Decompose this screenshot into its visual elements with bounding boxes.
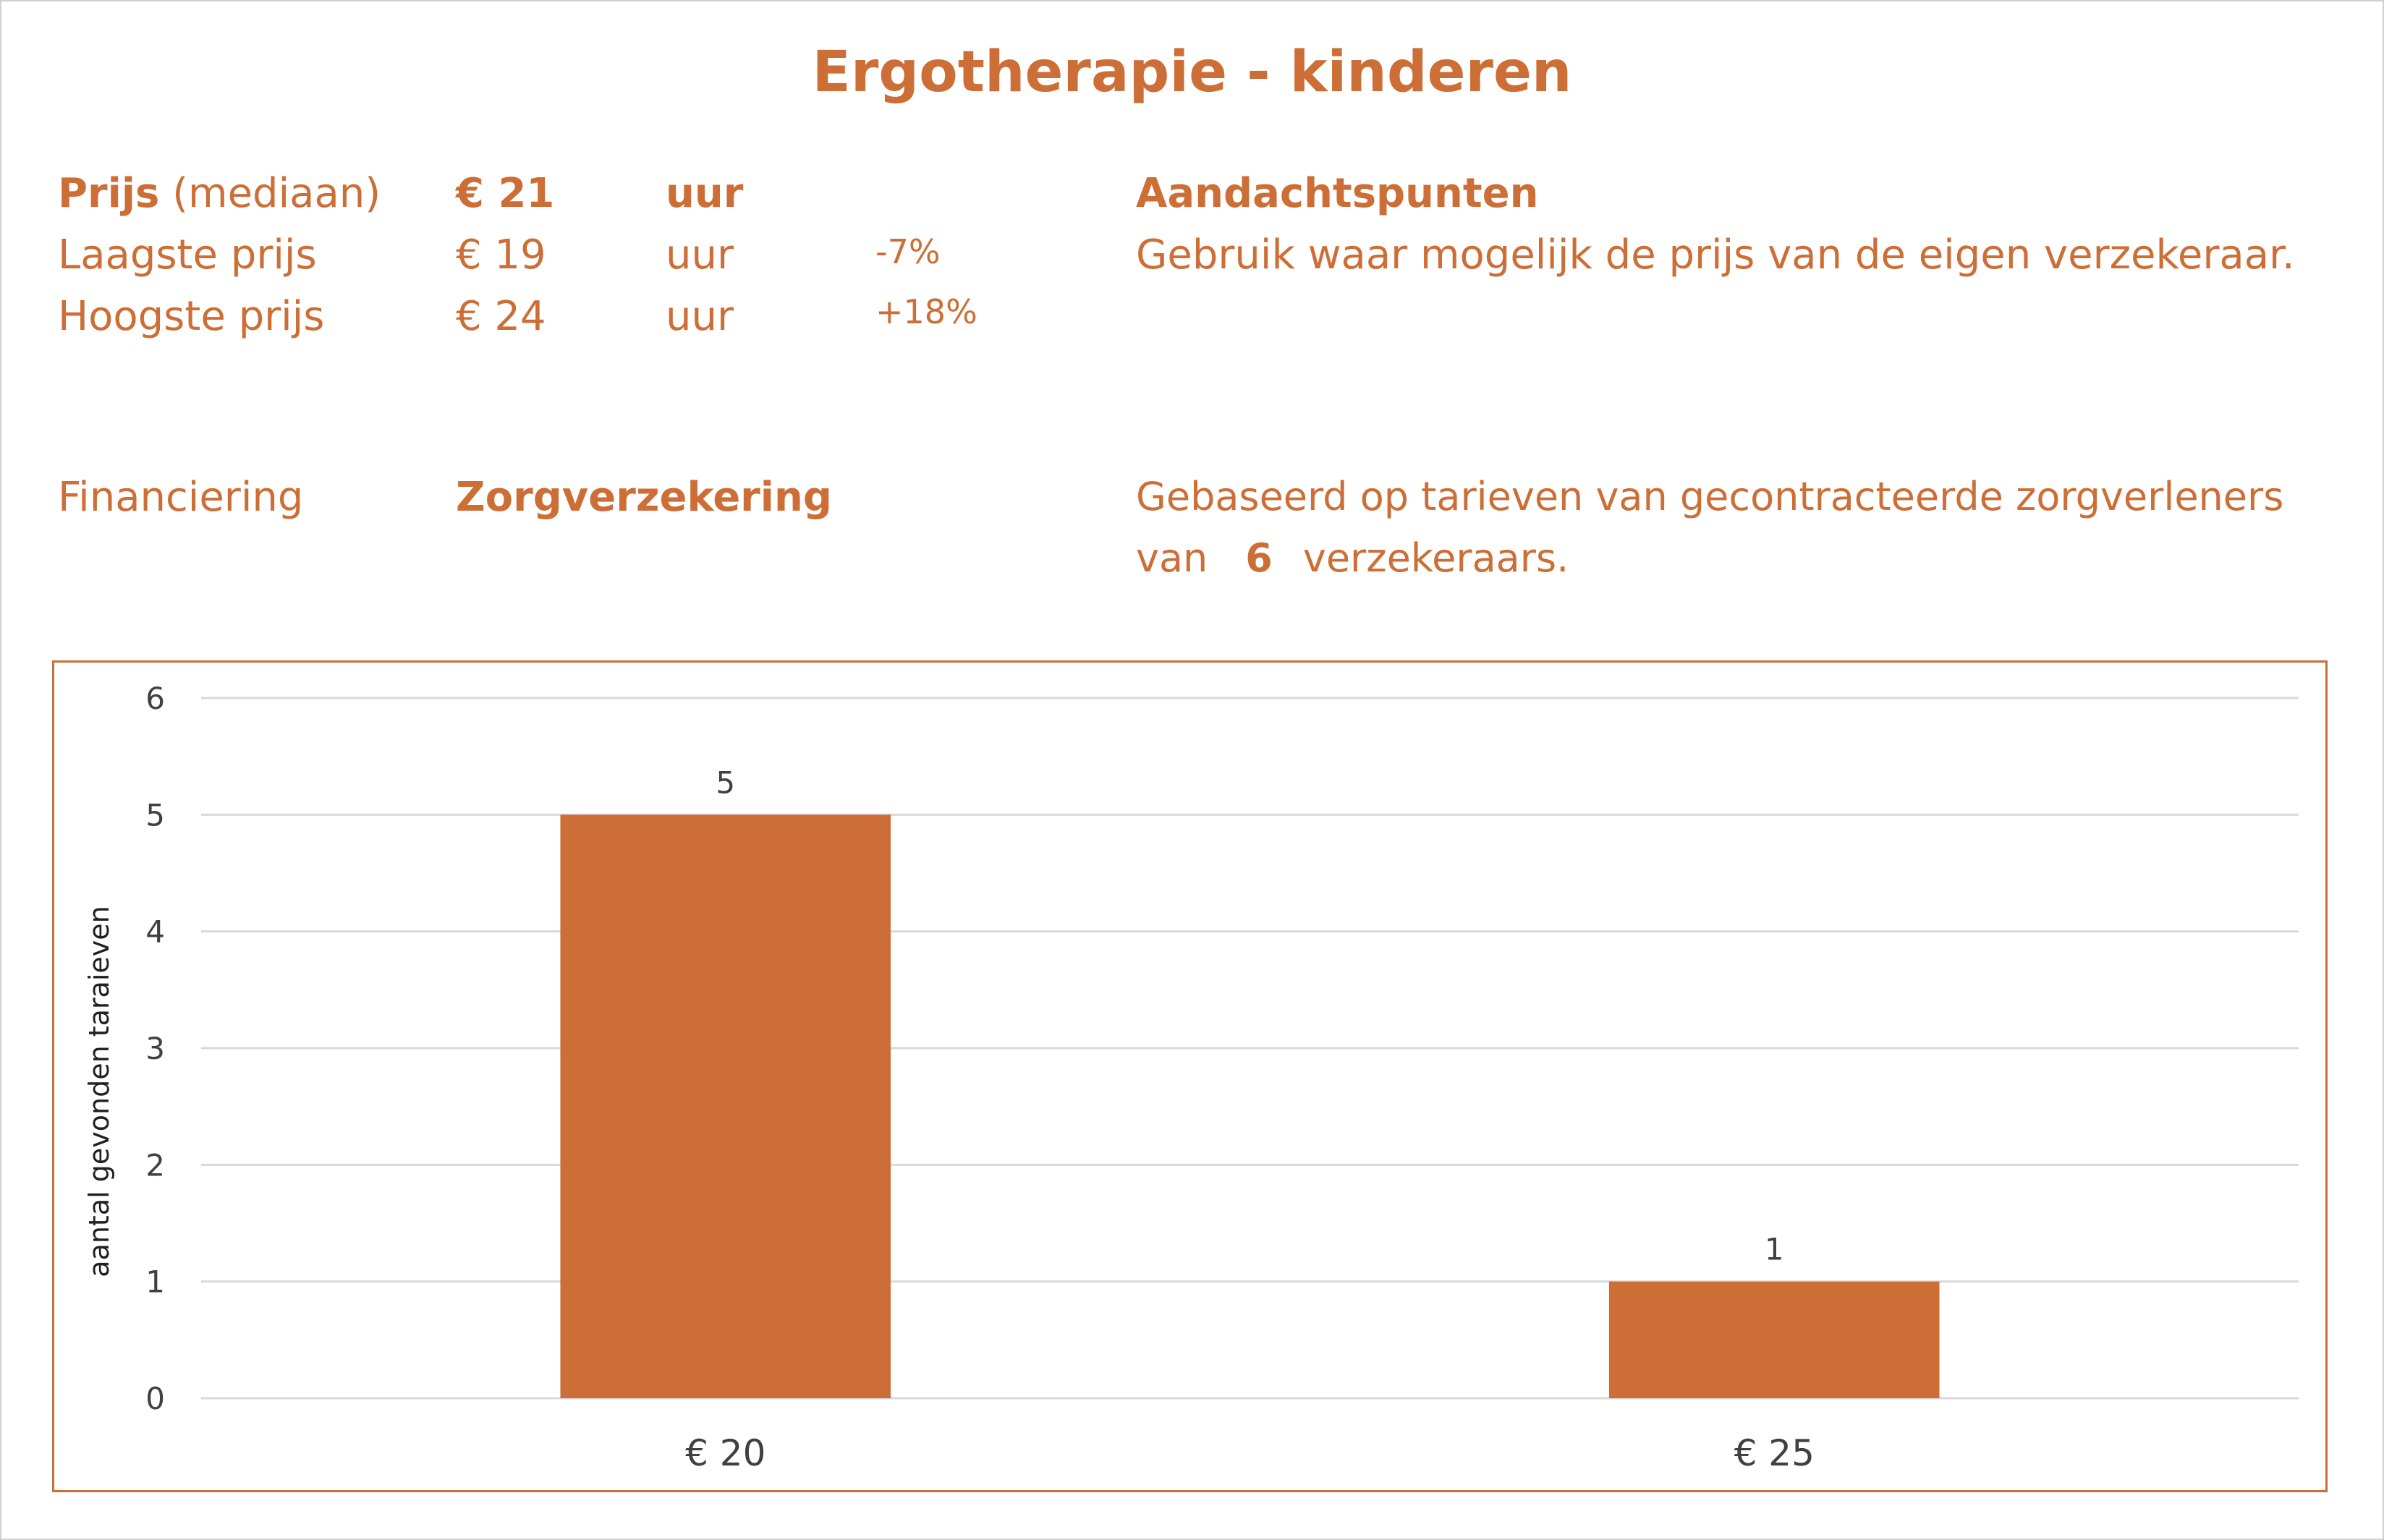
x-category-label: € 25 — [1734, 1432, 1815, 1474]
low-unit: uur — [666, 231, 734, 278]
median-label-bold: Prijs — [58, 170, 160, 217]
x-category-label: € 20 — [685, 1432, 765, 1474]
y-tick-label: 2 — [145, 1147, 165, 1183]
high-value: € 24 — [456, 293, 546, 340]
y-tick-label: 3 — [145, 1031, 165, 1066]
y-tick-label: 6 — [145, 681, 165, 716]
chart-container — [52, 660, 2328, 1492]
median-label: Prijs (mediaan) — [58, 174, 381, 214]
page-title: Ergotherapie - kinderen — [812, 40, 1572, 105]
notes-heading: Aandachtspunten — [1136, 170, 1539, 217]
data-label: 5 — [716, 765, 735, 800]
low-pct: -7% — [875, 232, 941, 271]
low-label: Laagste prijs — [58, 231, 317, 278]
y-axis-label: aantal gevonden taraieven — [83, 906, 115, 1277]
notes-text: Gebruik waar mogelijk de prijs van de ei… — [1136, 231, 2295, 278]
financing-label: Financiering — [58, 474, 304, 521]
basis-line2: van 6 verzekeraars. — [1136, 539, 1569, 578]
bar — [1608, 1281, 1940, 1398]
basis-line1: Gebaseerd op tarieven van gecontracteerd… — [1136, 474, 2284, 519]
basis-prefix: van — [1136, 535, 1208, 581]
high-unit: uur — [666, 293, 734, 340]
high-pct: +18% — [875, 292, 977, 331]
y-tick-label: 4 — [145, 914, 165, 950]
y-tick-label: 0 — [145, 1381, 165, 1416]
financing-value: Zorgverzekering — [456, 474, 832, 521]
low-value: € 19 — [456, 231, 546, 278]
y-tick-label: 1 — [145, 1264, 165, 1300]
bar — [560, 814, 891, 1398]
median-value: € 21 — [456, 170, 555, 217]
median-unit: uur — [666, 170, 744, 217]
high-label: Hoogste prijs — [58, 293, 325, 340]
median-label-rest: (mediaan) — [172, 170, 381, 217]
y-tick-label: 5 — [145, 797, 165, 833]
data-label: 1 — [1765, 1232, 1784, 1267]
basis-count: 6 — [1245, 535, 1273, 581]
basis-suffix: verzekeraars. — [1302, 535, 1569, 581]
